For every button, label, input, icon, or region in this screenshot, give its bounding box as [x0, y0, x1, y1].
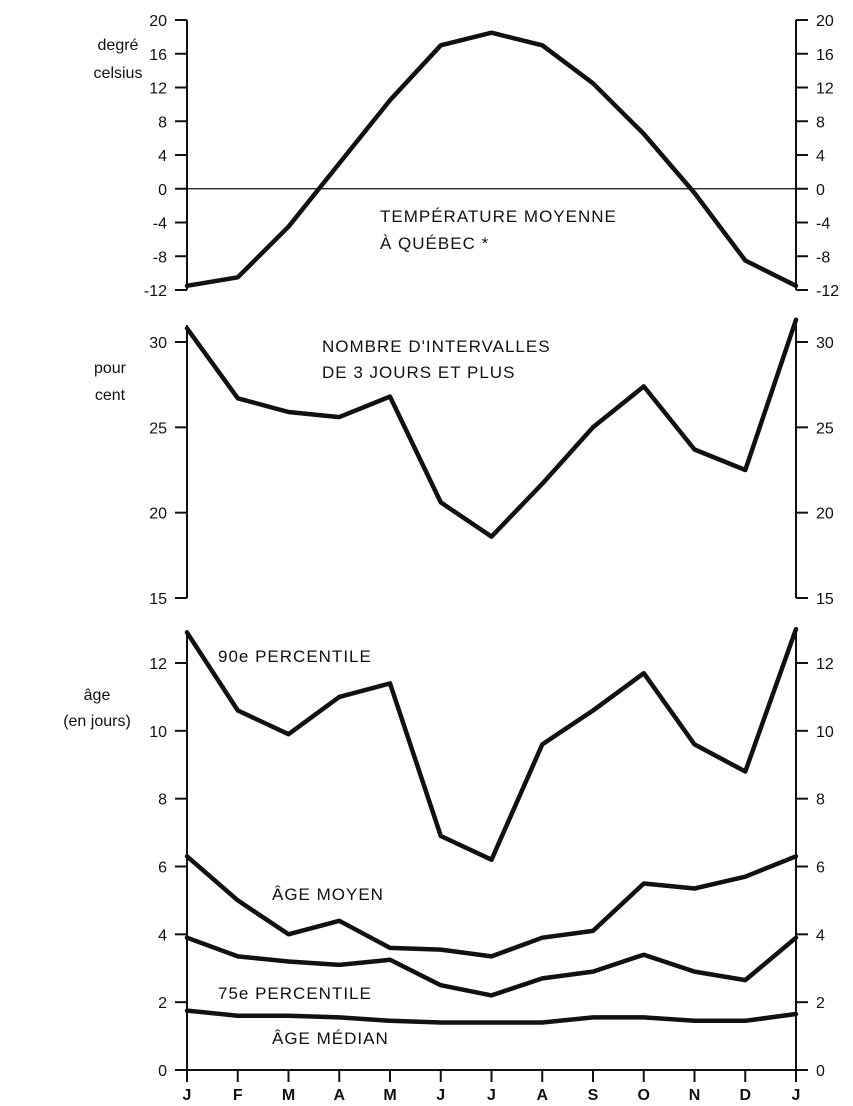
y-tick-label-right: 8 — [816, 792, 825, 809]
y-tick-label-right: 4 — [816, 927, 825, 944]
series-label: 90e PERCENTILE — [218, 647, 372, 666]
y-tick-label-left: 8 — [158, 792, 167, 809]
y-tick-label-right: 16 — [816, 47, 834, 64]
y-tick-label-right: 12 — [816, 81, 834, 98]
x-tick-label: D — [739, 1087, 751, 1104]
x-tick-label: J — [436, 1087, 445, 1104]
y-tick-label-left: -12 — [144, 283, 167, 300]
y-tick-label-right: 25 — [816, 420, 834, 437]
y-tick-label-left: 0 — [158, 1063, 167, 1080]
panel-3-ylabel: (en jours) — [63, 713, 131, 730]
y-tick-label-left: 6 — [158, 860, 167, 877]
panel-3-series-line — [184, 854, 799, 959]
y-tick-label-right: 8 — [816, 114, 825, 131]
x-tick-label: N — [689, 1087, 701, 1104]
panel-2-annotation: NOMBRE D'INTERVALLES — [322, 337, 551, 356]
y-tick-label-left: 12 — [149, 81, 167, 98]
x-tick-label: J — [792, 1087, 801, 1104]
panel-3-series-line — [184, 935, 799, 998]
x-tick-label: A — [333, 1087, 345, 1104]
x-tick-label: J — [183, 1087, 192, 1104]
y-tick-label-left: -4 — [153, 216, 167, 233]
y-tick-label-left: 0 — [158, 182, 167, 199]
y-tick-label-left: 30 — [149, 335, 167, 352]
y-tick-label-right: 20 — [816, 506, 834, 523]
panel-1-annotation: À QUÉBEC * — [380, 234, 489, 253]
y-tick-label-left: 25 — [149, 420, 167, 437]
x-tick-label: A — [536, 1087, 548, 1104]
x-tick-label: S — [588, 1087, 599, 1104]
y-tick-label-right: 10 — [816, 724, 834, 741]
y-tick-label-left: 20 — [149, 506, 167, 523]
x-tick-label: F — [233, 1087, 243, 1104]
y-tick-label-left: 4 — [158, 148, 167, 165]
x-tick-label: M — [282, 1087, 295, 1104]
y-tick-label-left: 2 — [158, 995, 167, 1012]
y-tick-label-right: -4 — [816, 216, 830, 233]
panel-2-ylabel: pour — [94, 360, 127, 377]
x-tick-label: J — [487, 1087, 496, 1104]
panel-3-ylabel: âge — [84, 687, 111, 704]
x-tick-label: O — [638, 1087, 650, 1104]
panel-1-series-line — [184, 30, 799, 289]
y-tick-label-left: 20 — [149, 13, 167, 30]
y-tick-label-right: 0 — [816, 1063, 825, 1080]
y-tick-label-right: 0 — [816, 182, 825, 199]
panel-1-ylabel: celsius — [94, 65, 143, 82]
y-tick-label-left: -8 — [153, 249, 167, 266]
y-tick-label-left: 16 — [149, 47, 167, 64]
panel-1-annotation: TEMPÉRATURE MOYENNE — [380, 207, 617, 226]
y-tick-label-right: 6 — [816, 860, 825, 877]
panel-3-series-line — [184, 1008, 799, 1025]
y-tick-label-right: 4 — [816, 148, 825, 165]
y-tick-label-right: 2 — [816, 995, 825, 1012]
y-tick-label-right: 12 — [816, 656, 834, 673]
x-tick-label: M — [383, 1087, 396, 1104]
y-tick-label-left: 15 — [149, 591, 167, 608]
y-tick-label-right: 20 — [816, 13, 834, 30]
series-label: ÂGE MOYEN — [272, 885, 384, 904]
y-tick-label-right: 30 — [816, 335, 834, 352]
series-label: ÂGE MÉDIAN — [272, 1029, 389, 1048]
series-label: 75e PERCENTILE — [218, 984, 372, 1003]
y-tick-label-right: 15 — [816, 591, 834, 608]
panel-3-series-line — [184, 626, 799, 862]
panel-2-annotation: DE 3 JOURS ET PLUS — [322, 363, 515, 382]
panel-2-ylabel: cent — [95, 387, 126, 404]
y-tick-label-left: 10 — [149, 724, 167, 741]
panel-1-ylabel: degré — [98, 37, 139, 54]
y-tick-label-left: 12 — [149, 656, 167, 673]
y-tick-label-right: -12 — [816, 283, 839, 300]
y-tick-label-right: -8 — [816, 249, 830, 266]
panel-2-series-line — [184, 317, 799, 539]
y-tick-label-left: 4 — [158, 927, 167, 944]
y-tick-label-left: 8 — [158, 114, 167, 131]
